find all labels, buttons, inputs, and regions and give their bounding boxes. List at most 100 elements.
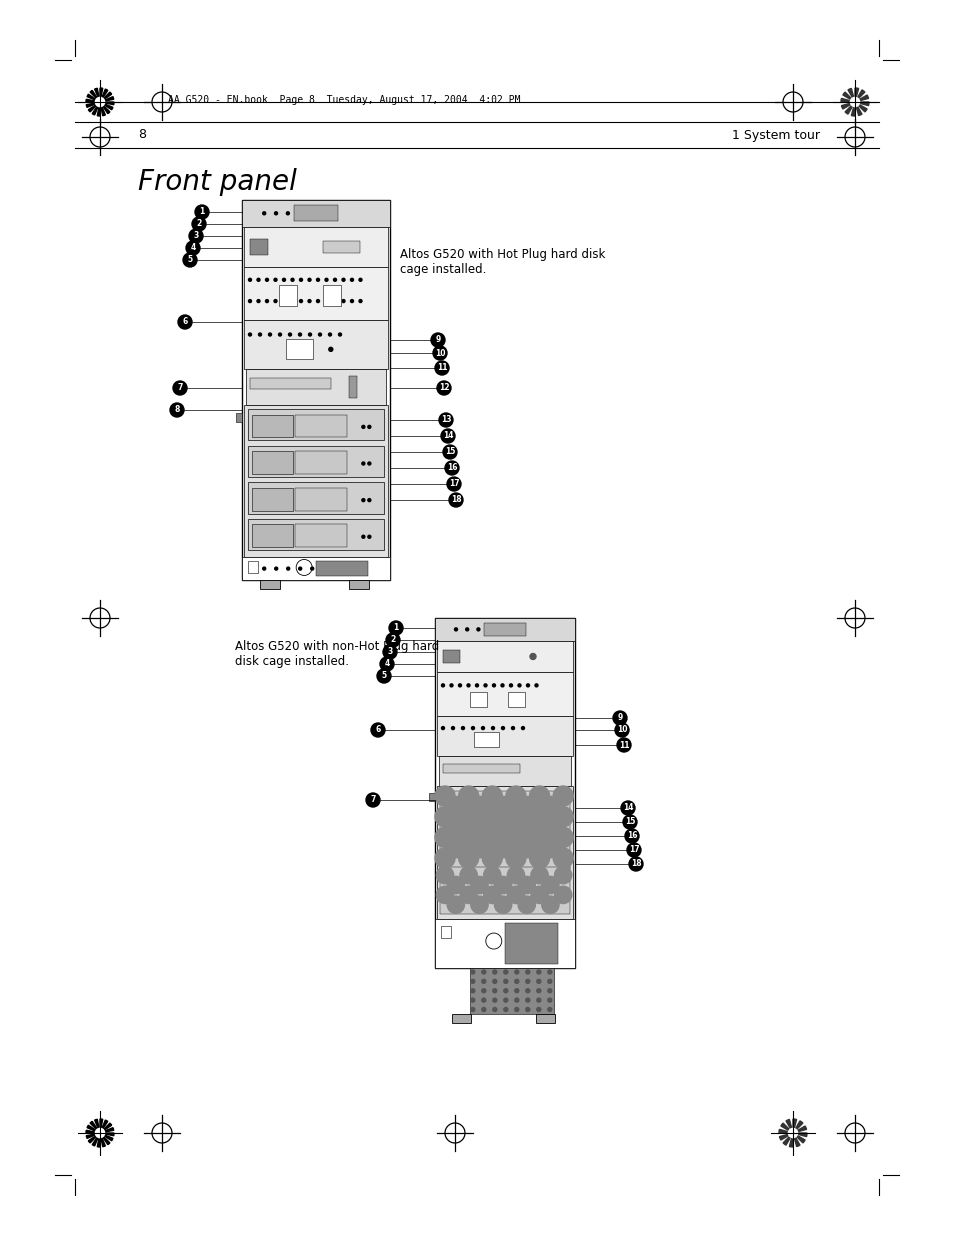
Wedge shape (100, 1119, 103, 1132)
Wedge shape (90, 90, 100, 103)
Circle shape (482, 785, 501, 806)
Wedge shape (100, 1120, 108, 1132)
Wedge shape (89, 1132, 100, 1142)
Wedge shape (854, 103, 866, 112)
Circle shape (325, 278, 328, 282)
Bar (348, 580, 369, 589)
Circle shape (553, 827, 573, 847)
Circle shape (517, 684, 520, 687)
Circle shape (371, 722, 385, 737)
Wedge shape (782, 1132, 792, 1145)
Circle shape (515, 998, 518, 1002)
Circle shape (440, 429, 455, 443)
Circle shape (94, 1128, 105, 1139)
Circle shape (500, 684, 503, 687)
Bar (507, 692, 524, 708)
Circle shape (291, 300, 294, 303)
Wedge shape (100, 88, 103, 103)
Circle shape (539, 818, 559, 837)
Circle shape (361, 535, 364, 538)
Circle shape (525, 969, 529, 974)
Bar (295, 525, 347, 547)
Text: 7: 7 (177, 384, 182, 393)
Circle shape (493, 969, 497, 974)
Circle shape (529, 827, 549, 847)
Wedge shape (847, 89, 854, 103)
Wedge shape (844, 103, 854, 114)
Circle shape (389, 621, 402, 635)
Wedge shape (97, 103, 100, 116)
Circle shape (265, 278, 268, 282)
Circle shape (469, 837, 489, 858)
Text: 10: 10 (616, 725, 626, 735)
Circle shape (379, 657, 394, 671)
Wedge shape (854, 90, 864, 103)
Circle shape (459, 867, 476, 884)
Circle shape (308, 333, 312, 336)
Circle shape (507, 887, 524, 904)
Circle shape (431, 333, 444, 347)
Bar (295, 451, 347, 474)
Wedge shape (100, 89, 108, 103)
Text: 16: 16 (446, 463, 456, 473)
Circle shape (170, 403, 184, 417)
Circle shape (547, 1008, 551, 1011)
Circle shape (476, 627, 479, 631)
Circle shape (626, 844, 640, 857)
Wedge shape (100, 93, 112, 103)
Wedge shape (788, 1132, 792, 1147)
Circle shape (481, 726, 484, 730)
Circle shape (458, 785, 478, 806)
Bar (244, 267, 388, 320)
Text: 17: 17 (628, 846, 639, 855)
Circle shape (435, 785, 455, 806)
Circle shape (525, 989, 529, 993)
Circle shape (316, 300, 319, 303)
Bar (435, 618, 575, 641)
Text: 9: 9 (435, 336, 440, 345)
Circle shape (350, 278, 354, 282)
Circle shape (481, 998, 485, 1002)
Circle shape (342, 243, 348, 249)
Wedge shape (779, 1129, 792, 1132)
Text: 15: 15 (624, 818, 635, 826)
Bar (436, 641, 573, 672)
Circle shape (458, 827, 478, 847)
Circle shape (445, 837, 465, 858)
Circle shape (248, 278, 252, 282)
Wedge shape (94, 1119, 100, 1132)
Bar (483, 622, 525, 636)
Text: 3: 3 (193, 231, 198, 241)
Circle shape (376, 669, 391, 683)
Text: 1: 1 (199, 207, 204, 216)
Circle shape (471, 897, 488, 914)
Bar (536, 1014, 555, 1023)
Circle shape (471, 726, 474, 730)
Wedge shape (100, 103, 105, 116)
Circle shape (547, 989, 551, 993)
Text: 4: 4 (384, 659, 389, 668)
Wedge shape (792, 1132, 804, 1142)
Wedge shape (94, 88, 100, 103)
Bar (248, 519, 384, 550)
Wedge shape (90, 1121, 100, 1132)
Circle shape (268, 333, 272, 336)
Circle shape (471, 1008, 475, 1011)
Text: 11: 11 (618, 741, 629, 750)
Circle shape (449, 493, 462, 508)
Circle shape (525, 979, 529, 983)
Wedge shape (842, 93, 854, 103)
Wedge shape (86, 103, 100, 107)
Text: 17: 17 (448, 479, 458, 489)
Circle shape (256, 278, 260, 282)
Text: 2: 2 (390, 636, 395, 645)
Text: Altos G520 with non-Hot Plug hard
disk cage installed.: Altos G520 with non-Hot Plug hard disk c… (234, 640, 438, 668)
Bar (244, 320, 388, 369)
Circle shape (529, 785, 549, 806)
Circle shape (471, 969, 475, 974)
Bar (244, 405, 388, 557)
Circle shape (311, 567, 314, 571)
Wedge shape (100, 103, 113, 105)
Circle shape (493, 989, 497, 993)
Text: 2: 2 (196, 220, 201, 228)
